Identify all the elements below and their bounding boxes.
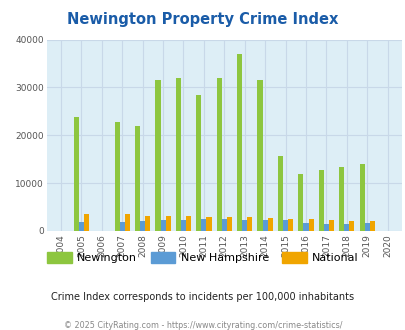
Bar [226, 216, 231, 231]
Bar [349, 221, 354, 231]
Bar [114, 122, 119, 231]
Bar [124, 214, 130, 231]
Bar [288, 219, 292, 231]
Bar [216, 78, 221, 231]
Bar [318, 170, 323, 231]
Bar [298, 174, 303, 231]
Bar [242, 220, 247, 231]
Bar [175, 78, 181, 231]
Bar [343, 224, 349, 231]
Bar [262, 219, 267, 231]
Text: Crime Index corresponds to incidents per 100,000 inhabitants: Crime Index corresponds to incidents per… [51, 292, 354, 302]
Bar [196, 95, 201, 231]
Bar [359, 164, 364, 231]
Bar [303, 223, 308, 231]
Bar [267, 217, 272, 231]
Bar [134, 126, 140, 231]
Bar [369, 221, 374, 231]
Bar [247, 216, 252, 231]
Bar [328, 220, 333, 231]
Bar [119, 222, 124, 231]
Bar [140, 221, 145, 231]
Bar [338, 167, 343, 231]
Bar [277, 156, 282, 231]
Bar [145, 216, 150, 231]
Bar [74, 117, 79, 231]
Bar [206, 216, 211, 231]
Bar [185, 216, 191, 231]
Bar [221, 218, 226, 231]
Text: Newington Property Crime Index: Newington Property Crime Index [67, 12, 338, 26]
Text: © 2025 CityRating.com - https://www.cityrating.com/crime-statistics/: © 2025 CityRating.com - https://www.city… [64, 321, 341, 330]
Bar [282, 220, 288, 231]
Bar [364, 223, 369, 231]
Bar [160, 220, 165, 231]
Bar [237, 54, 242, 231]
Bar [201, 218, 206, 231]
Legend: Newington, New Hampshire, National: Newington, New Hampshire, National [47, 252, 358, 263]
Bar [181, 220, 185, 231]
Bar [323, 224, 328, 231]
Bar [308, 219, 313, 231]
Bar [155, 80, 160, 231]
Bar [165, 216, 170, 231]
Bar [79, 222, 84, 231]
Bar [84, 214, 89, 231]
Bar [257, 80, 262, 231]
